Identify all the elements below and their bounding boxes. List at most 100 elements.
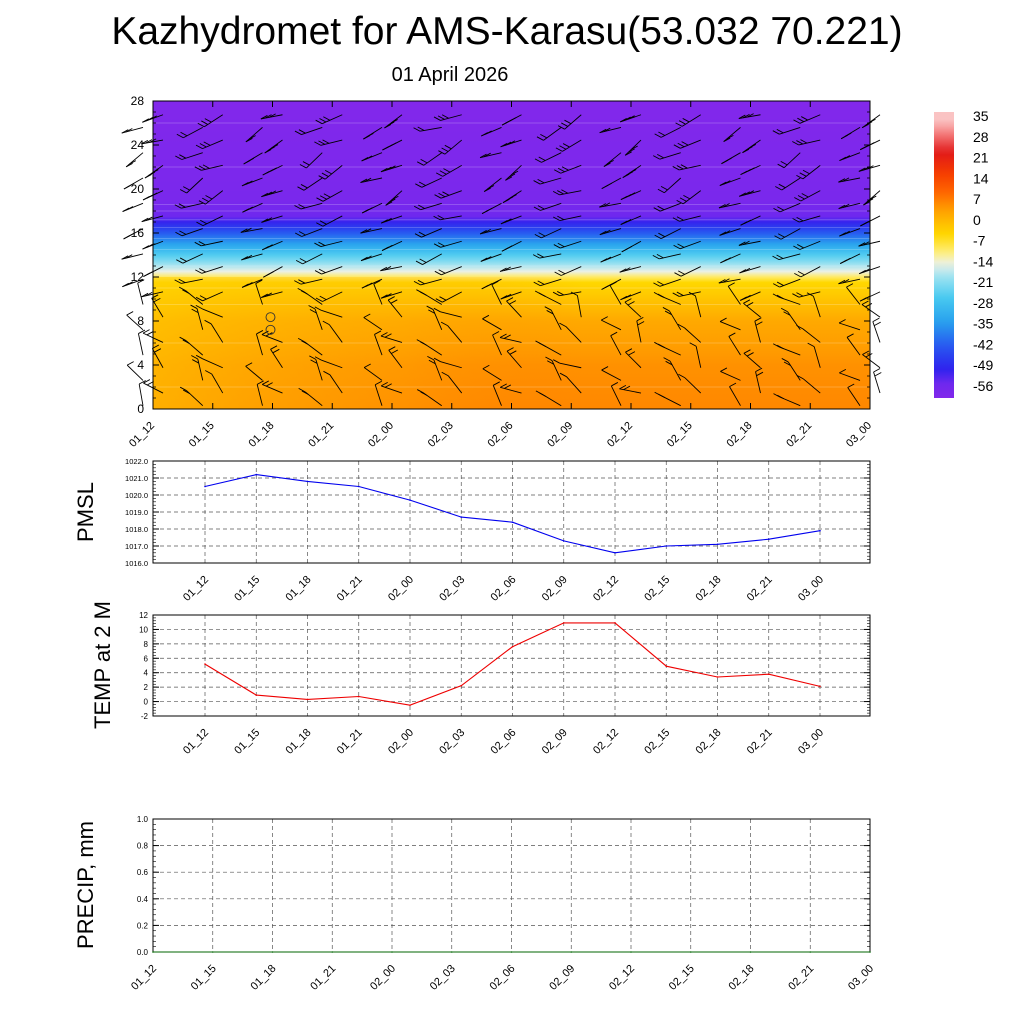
y-tick-label: 20 xyxy=(131,182,145,196)
wind-barb-feather xyxy=(619,268,627,273)
upper-air-panel: 0 4 8 12 16 20 24 28 01_12 01_15 01_18 01_21 02_00 02… xyxy=(121,94,882,450)
data-point xyxy=(630,951,632,953)
wind-barb-feather xyxy=(438,192,446,198)
wind-barb-feather xyxy=(631,145,638,150)
wind-barb-feather xyxy=(198,200,206,205)
wind-barb xyxy=(619,388,642,394)
wind-barb-feather xyxy=(484,130,492,135)
wind-barb xyxy=(385,190,403,206)
wind-barb-feather xyxy=(500,142,508,148)
data-point xyxy=(767,673,770,675)
wind-barb-feather xyxy=(797,271,805,276)
wind-barb-feather xyxy=(532,254,540,259)
wind-barb xyxy=(374,384,383,406)
wind-barb xyxy=(564,114,582,130)
wind-barb-feather xyxy=(323,370,331,376)
colorbar-label: -56 xyxy=(973,378,993,394)
data-point xyxy=(460,684,463,687)
wind-barb-feather xyxy=(322,139,330,144)
wind-barb-feather xyxy=(199,295,207,300)
wind-barb-feather xyxy=(605,283,612,288)
x-tick-label: 02_12 xyxy=(605,420,635,450)
data-point xyxy=(391,951,393,953)
data-point xyxy=(614,622,616,624)
colorbar-label: -14 xyxy=(973,253,993,269)
wind-barb-feather xyxy=(724,257,731,262)
wind-barb xyxy=(729,386,741,406)
y-tick-label: 12 xyxy=(131,270,145,284)
y-tick-label: 2 xyxy=(144,683,149,692)
colorbar-label: -42 xyxy=(973,336,993,352)
wind-barb-feather xyxy=(261,192,269,198)
wind-barb-feather xyxy=(797,117,805,123)
wind-barb-feather xyxy=(538,156,546,161)
wind-barb-feather xyxy=(873,321,881,327)
wind-barb xyxy=(328,324,343,343)
x-tick-label: 02_03 xyxy=(437,574,467,604)
wind-barb xyxy=(610,335,622,356)
wind-barb-feather xyxy=(783,361,791,366)
y-tick-label: 24 xyxy=(131,138,145,152)
wind-barb-feather xyxy=(260,115,268,120)
y-tick-label: -2 xyxy=(141,712,149,721)
wind-barb-feather xyxy=(491,280,499,286)
x-tick-label: 02_06 xyxy=(488,963,518,993)
wind-barb-feather xyxy=(505,245,513,250)
wind-barb-feather xyxy=(241,283,249,288)
wind-barb-feather xyxy=(125,128,133,133)
wind-barb xyxy=(802,328,821,343)
wind-barb-feather xyxy=(485,207,493,213)
wind-barb-feather xyxy=(509,117,517,122)
wind-barb-feather xyxy=(419,258,427,263)
wind-barb-feather xyxy=(683,194,691,200)
wind-barb-feather xyxy=(266,271,274,276)
wind-barb-feather xyxy=(314,306,322,311)
wind-barb-feather xyxy=(145,216,153,221)
wind-barb xyxy=(141,139,164,145)
wind-barb-feather xyxy=(391,195,399,201)
wind-barb-feather xyxy=(483,187,491,192)
wind-barb-feather xyxy=(863,201,871,206)
wind-barb-feather xyxy=(388,346,396,351)
wind-barb-feather xyxy=(319,295,327,301)
wind-barb-feather xyxy=(442,191,450,196)
wind-barb-feather xyxy=(179,257,187,262)
panel-frame xyxy=(152,614,871,717)
wind-barb xyxy=(601,319,622,331)
wind-barb-feather xyxy=(319,195,327,200)
wind-barb xyxy=(636,320,642,343)
wind-barb-feather xyxy=(261,330,269,335)
x-tick-label: 02_09 xyxy=(545,420,575,450)
wind-barb-feather xyxy=(677,323,685,329)
wind-barb-feather xyxy=(538,342,546,347)
lower-temperature-shading xyxy=(153,277,870,409)
wind-barb-feather xyxy=(380,381,388,387)
wind-barb-feather xyxy=(839,368,847,374)
wind-barb-feather xyxy=(318,140,326,145)
wind-barb-feather xyxy=(743,267,751,273)
wind-barb-feather xyxy=(318,241,326,246)
wind-barb xyxy=(719,321,741,331)
x-tick-label: 02_12 xyxy=(591,727,621,757)
colorbar-gradient xyxy=(934,112,954,398)
wind-barb-feather xyxy=(146,243,154,249)
y-tick-label: 1017.0 xyxy=(125,542,148,551)
wind-barb-feather xyxy=(433,243,441,248)
wind-barb-feather xyxy=(245,180,253,185)
x-tick-label: 03_00 xyxy=(796,727,826,757)
wind-barb-feather xyxy=(363,363,371,368)
wind-barb xyxy=(256,333,263,356)
y-tick-label: 0.0 xyxy=(137,948,149,957)
wind-barb-feather xyxy=(146,331,154,336)
wind-barb-feather xyxy=(428,309,436,314)
wind-barb-feather xyxy=(417,126,425,131)
wind-barb-feather xyxy=(838,279,846,285)
wind-barb-feather xyxy=(611,382,619,387)
wind-barb-feather xyxy=(314,242,322,247)
wind-barb xyxy=(137,333,144,356)
wind-barb-feather xyxy=(794,197,802,202)
wind-barb-feather xyxy=(658,232,666,238)
wind-barb-feather xyxy=(800,139,808,144)
wind-barb-feather xyxy=(772,343,780,348)
data-point xyxy=(204,663,206,665)
